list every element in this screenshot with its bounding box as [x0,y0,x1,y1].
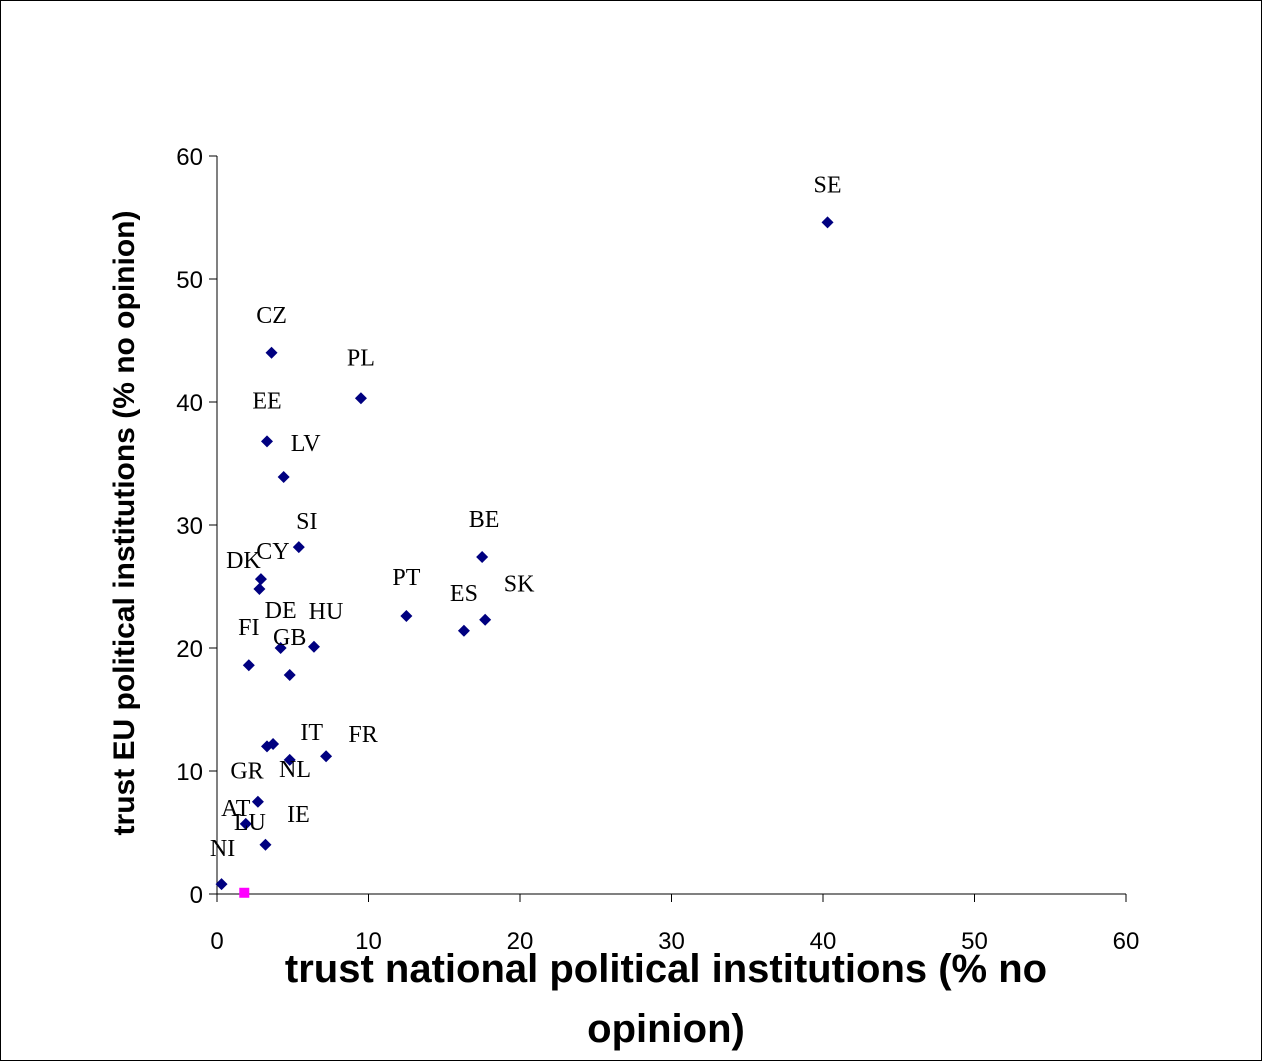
point-label-ee: EE [252,388,281,414]
x-tick-label: 50 [961,928,988,955]
data-point-ee [260,435,273,448]
data-point-it [283,753,296,766]
point-label-dk: DK [226,548,261,574]
data-point-lv [277,471,290,484]
data-point-ie [259,838,272,851]
y-tick-label: 10 [176,759,203,786]
point-label-si: SI [296,509,317,535]
y-tick-label: 40 [176,390,203,417]
x-tick-label: 10 [355,928,382,955]
y-tick-label: 60 [176,144,203,171]
point-label-sk: SK [504,572,535,598]
point-label-lu: LU [234,810,266,836]
point-label-cy: CY [256,539,289,565]
data-point-si [292,541,305,554]
point-label-hu: HU [309,599,344,625]
point-label-gr: GR [230,758,263,784]
data-point-nl [267,737,280,750]
point-label-se: SE [814,172,842,198]
data-point-dk [253,582,266,595]
data-point-pt [400,610,413,623]
point-label-at: AT [221,796,251,822]
data-point-se [821,216,834,229]
data-point-hu [307,640,320,653]
point-label-de: DE [265,598,297,624]
y-tick-label: 50 [176,267,203,294]
data-point-fi [242,659,255,672]
y-tick-label: 20 [176,636,203,663]
data-point-de [274,642,287,654]
data-point-cy [254,573,267,586]
data-points [215,216,834,898]
x-tick-label: 20 [507,928,534,955]
data-point-ni [215,878,228,891]
x-tick-label: 60 [1113,928,1140,955]
data-point-cz [265,346,278,359]
data-point-at [239,817,252,830]
data-point-fr [320,750,333,763]
x-tick-label: 30 [658,928,685,955]
data-point-lu [251,795,264,808]
point-label-ie: IE [287,802,310,828]
data-point-gb [283,669,296,682]
point-label-fr: FR [348,722,377,748]
point-label-it: IT [300,720,323,746]
axes: 0 10 20 30 40 50 60 0 10 20 30 40 50 60 [176,144,1139,955]
data-point-es [457,624,470,637]
data-point-pl [354,392,367,405]
point-label-nl: NL [279,757,311,783]
point-label-cz: CZ [256,303,287,329]
x-axis-title: trust national political institutions (%… [284,947,1048,1051]
point-label-lv: LV [291,431,321,457]
y-tick-label: 0 [190,882,203,909]
point-label-pl: PL [347,345,375,371]
point-label-pt: PT [392,565,420,591]
data-point-sk [479,613,492,626]
x-tick-label: 0 [210,928,223,955]
point-label-ni: NI [210,836,235,862]
highlight-point [239,887,250,898]
x-tick-label: 40 [810,928,837,955]
y-tick-label: 30 [176,513,203,540]
point-label-es: ES [450,581,478,607]
point-label-be: BE [469,507,500,533]
point-label-gb: GB [273,625,306,651]
data-point-be [476,550,489,563]
point-label-fi: FI [238,615,259,641]
y-axis-title: trust EU political institutions (% no op… [108,210,141,836]
